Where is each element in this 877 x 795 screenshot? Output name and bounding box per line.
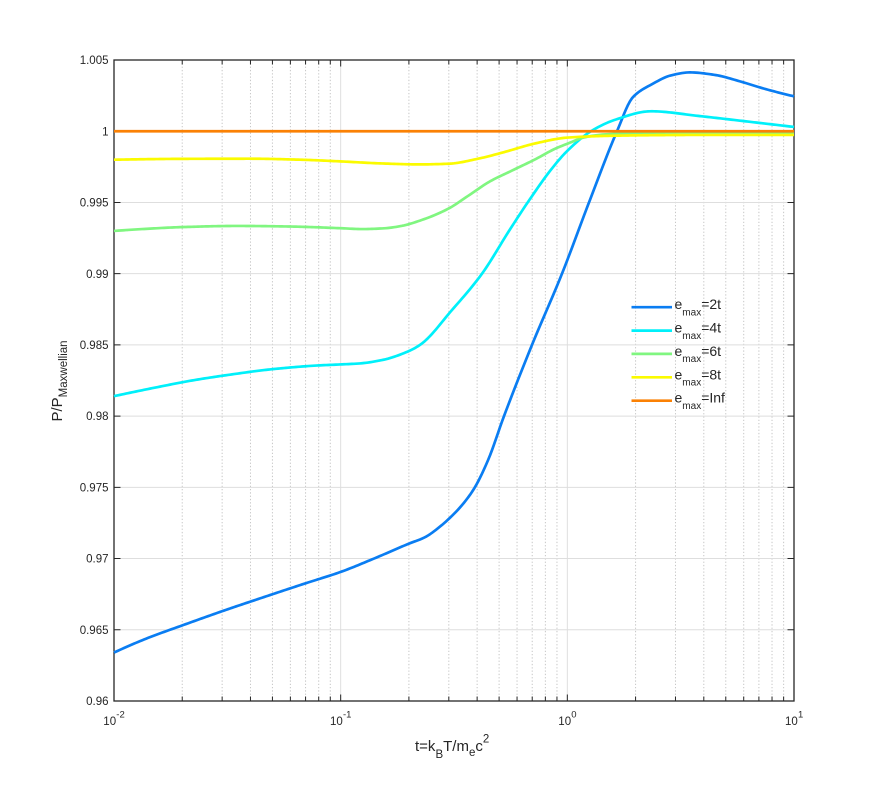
svg-text:1.005: 1.005 [80, 55, 109, 67]
svg-text:10: 10 [103, 716, 116, 728]
svg-text:0.995: 0.995 [80, 198, 109, 210]
svg-text:0.98: 0.98 [86, 411, 108, 423]
svg-text:-2: -2 [116, 710, 124, 721]
svg-text:0.975: 0.975 [80, 482, 109, 494]
svg-text:0.985: 0.985 [80, 340, 109, 352]
svg-text:-1: -1 [343, 710, 351, 721]
svg-text:0.99: 0.99 [86, 269, 108, 281]
svg-text:1: 1 [102, 126, 108, 138]
svg-text:10: 10 [558, 716, 571, 728]
svg-text:0.97: 0.97 [86, 554, 108, 566]
svg-text:0.96: 0.96 [86, 696, 108, 708]
svg-text:10: 10 [330, 716, 343, 728]
svg-text:0: 0 [571, 710, 576, 721]
svg-text:0.965: 0.965 [80, 625, 109, 637]
svg-text:1: 1 [798, 710, 803, 721]
svg-text:10: 10 [785, 716, 798, 728]
